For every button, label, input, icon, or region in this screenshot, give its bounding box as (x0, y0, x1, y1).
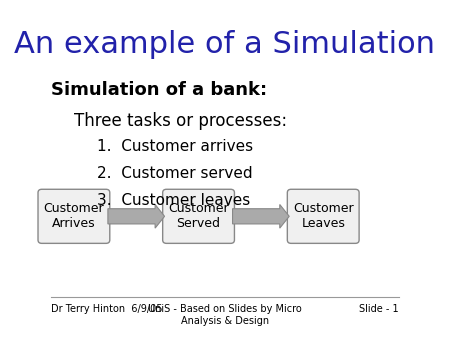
Text: Slide - 1: Slide - 1 (359, 304, 399, 314)
Text: 1.  Customer arrives: 1. Customer arrives (97, 139, 253, 153)
Text: Dr Terry Hinton  6/9/05: Dr Terry Hinton 6/9/05 (51, 304, 163, 314)
FancyArrow shape (233, 204, 289, 228)
Text: Customer
Leaves: Customer Leaves (293, 202, 354, 230)
Text: Three tasks or processes:: Three tasks or processes: (74, 112, 287, 129)
Text: An example of a Simulation: An example of a Simulation (14, 30, 436, 59)
Text: 3.  Customer leaves: 3. Customer leaves (97, 193, 250, 208)
Text: Customer
Served: Customer Served (168, 202, 229, 230)
FancyBboxPatch shape (162, 189, 234, 243)
FancyArrow shape (108, 204, 165, 228)
FancyBboxPatch shape (288, 189, 359, 243)
FancyBboxPatch shape (38, 189, 110, 243)
Text: UniS - Based on Slides by Micro
Analysis & Design: UniS - Based on Slides by Micro Analysis… (148, 304, 302, 326)
Text: 2.  Customer served: 2. Customer served (97, 166, 252, 180)
Text: Simulation of a bank:: Simulation of a bank: (51, 81, 267, 99)
Text: Customer
Arrives: Customer Arrives (44, 202, 104, 230)
